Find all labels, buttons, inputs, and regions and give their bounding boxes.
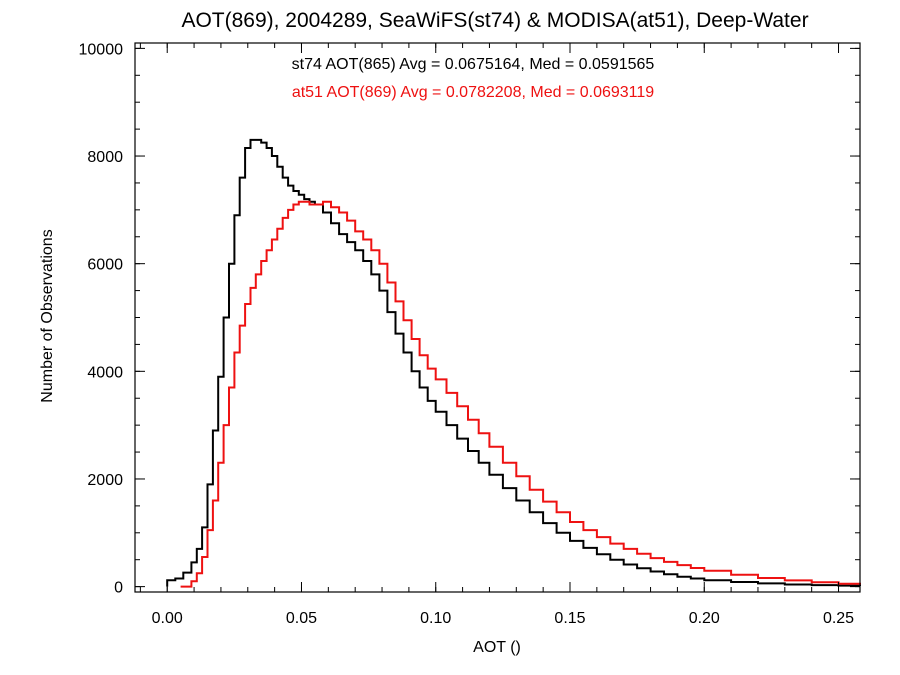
annotation-at51: at51 AOT(869) Avg = 0.0782208, Med = 0.0… [292,84,654,101]
y-axis-label: Number of Observations [39,229,56,402]
x-tick-label: 0.25 [823,610,854,627]
series-lines [166,138,861,588]
x-tick-label: 0.00 [152,610,183,627]
annotations: st74 AOT(865) Avg = 0.0675164, Med = 0.0… [292,56,655,101]
series-line-1 [180,200,861,588]
plot-frame [134,42,861,593]
x-tick-label: 0.15 [554,610,585,627]
x-axis-label: AOT () [473,639,521,656]
y-tick-label: 2000 [87,472,123,489]
series-line-0 [166,138,861,587]
y-tick-label: 0 [114,580,123,597]
y-tick-label: 10000 [79,41,124,58]
x-tick-label: 0.10 [420,610,451,627]
tick-labels: 0.00 0.05 0.10 0.15 0.20 0.25 0 2000 4000 6000 800… [79,41,855,627]
y-tick-label: 8000 [87,149,123,166]
y-tick-label: 6000 [87,257,123,274]
y-tick-label: 4000 [87,364,123,381]
annotation-st74: st74 AOT(865) Avg = 0.0675164, Med = 0.0… [292,56,655,73]
chart-title: AOT(869), 2004289, SeaWiFS(st74) & MODIS… [181,9,808,32]
x-tick-label: 0.20 [689,610,720,627]
axes [134,42,861,593]
x-tick-label: 0.05 [286,610,317,627]
